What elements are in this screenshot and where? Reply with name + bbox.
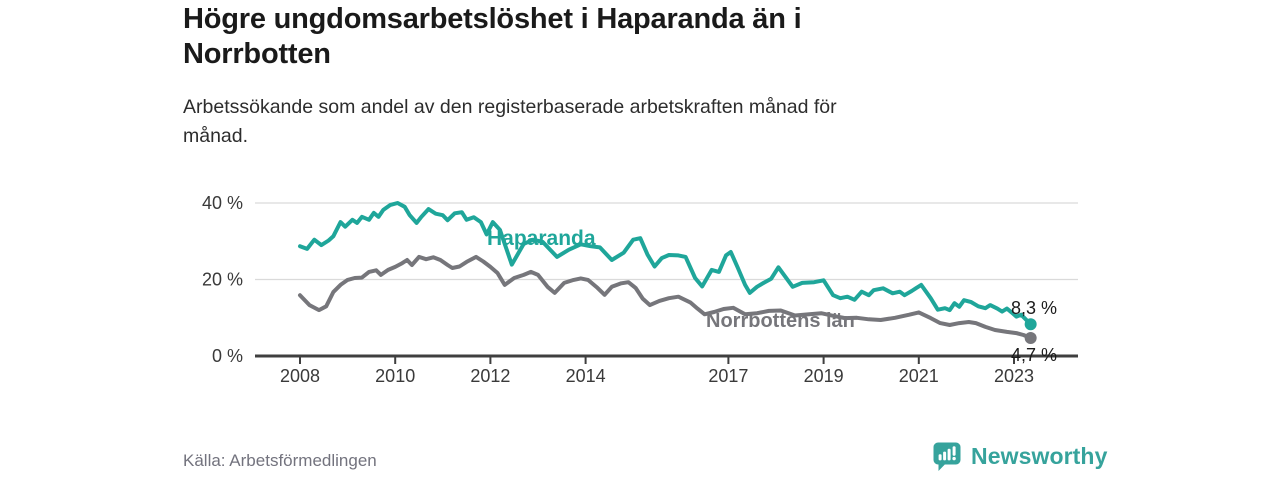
y-tick-label-20: 20 % — [202, 270, 243, 290]
chart-subtitle-line-1: Arbetssökande som andel av den registerb… — [183, 96, 837, 118]
x-tick-label-2017: 2017 — [708, 366, 748, 386]
chart-subtitle: Arbetssökande som andel av den registerb… — [183, 93, 837, 151]
y-tick-label-40: 40 % — [202, 193, 243, 213]
chart-subtitle-line-2: månad. — [183, 125, 249, 147]
logo-bar-1 — [938, 454, 942, 461]
chart-title-line-2: Norrbotten — [183, 38, 331, 70]
source-note: Källa: Arbetsförmedlingen — [183, 451, 377, 470]
series-line-haparanda — [298, 201, 1033, 327]
x-tick-label-2019: 2019 — [804, 366, 844, 386]
x-tick-label-2008: 2008 — [280, 366, 320, 386]
series-end-value-haparanda: 8,3 % — [1011, 298, 1057, 318]
x-tick-label-2014: 2014 — [566, 366, 606, 386]
x-tick-label-2012: 2012 — [470, 366, 510, 386]
logo-exclamation-dot — [952, 456, 956, 461]
series-line-norrbottens-l-n — [298, 254, 1033, 340]
series-label-haparanda: Haparanda — [487, 227, 596, 250]
logo-bar-2 — [943, 451, 947, 461]
x-tick-label-2010: 2010 — [375, 366, 415, 386]
series-end-value-norrbottens-l-n: 4,7 % — [1011, 345, 1057, 365]
bar-chart-speech-bubble-icon — [933, 442, 961, 471]
newsworthy-brand: Newsworthy — [932, 441, 1107, 472]
x-tick-label-2023: 2023 — [994, 366, 1034, 386]
series-end-dot-norrbottens-l-n — [1024, 332, 1037, 345]
logo-bubble-shape — [933, 442, 961, 471]
y-tick-label-0: 0 % — [212, 346, 243, 366]
chart-title-line-1: Högre ungdomsarbetslöshet i Haparanda än… — [183, 3, 802, 35]
series-label-norrbottens-l-n: Norrbottens län — [706, 310, 855, 332]
x-tick-label-2021: 2021 — [899, 366, 939, 386]
brand-name: Newsworthy — [971, 443, 1108, 469]
chart-title: Högre ungdomsarbetslöshet i Haparanda än… — [183, 2, 802, 72]
logo-bar-3 — [947, 448, 951, 461]
series-end-dot-haparanda — [1024, 318, 1037, 331]
logo-exclamation-bar — [952, 446, 956, 456]
